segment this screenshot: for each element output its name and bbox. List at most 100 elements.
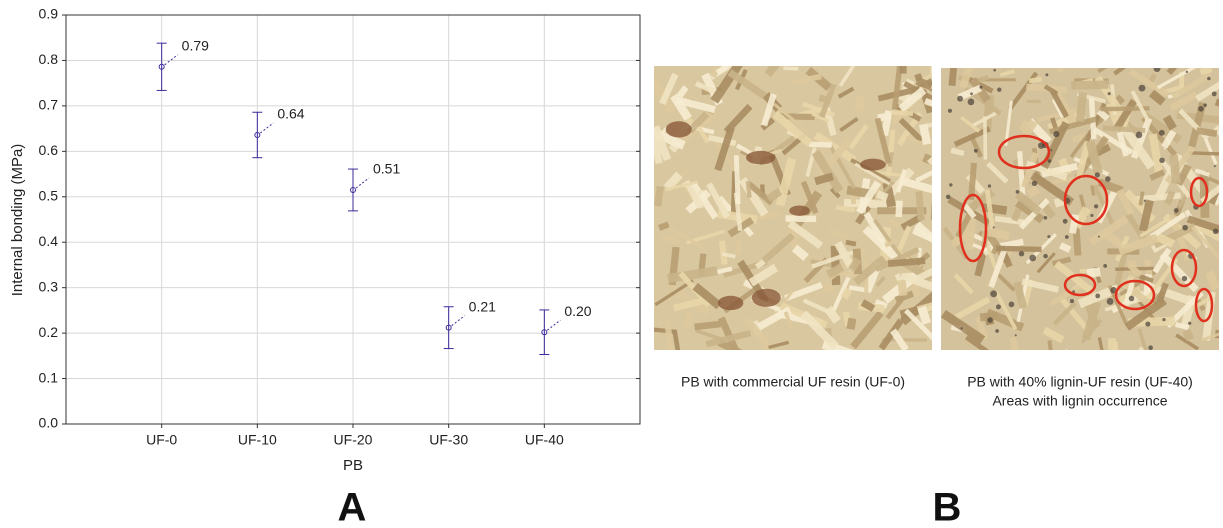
chip — [1100, 106, 1150, 112]
chip — [1014, 199, 1045, 224]
chip — [877, 84, 925, 102]
chip — [784, 282, 823, 302]
bark-spot — [665, 121, 692, 138]
chip — [1123, 281, 1135, 305]
bark-spot — [789, 205, 810, 216]
bark-spot — [860, 158, 886, 171]
lignin-spot — [1097, 235, 1100, 238]
chip — [1165, 84, 1185, 94]
chip — [974, 316, 989, 341]
chip — [654, 185, 665, 207]
chip — [1186, 215, 1219, 237]
chip — [829, 187, 841, 199]
chip — [1213, 125, 1219, 141]
chip — [901, 272, 912, 280]
photo-caption: Areas with lignin occurrence — [992, 393, 1167, 409]
chip — [1195, 127, 1218, 138]
chip — [912, 227, 932, 243]
chip — [715, 66, 730, 75]
lignin-spot — [1047, 159, 1052, 163]
lignin-spot — [1062, 218, 1068, 224]
chip — [968, 162, 977, 201]
chip — [845, 239, 857, 247]
chip — [819, 83, 837, 119]
chip — [915, 161, 932, 183]
chip — [773, 102, 809, 133]
chip — [1175, 333, 1200, 350]
y-tick-label: 0.0 — [39, 415, 59, 431]
value-label: 0.20 — [564, 303, 591, 319]
chip — [1127, 262, 1143, 278]
chip — [1102, 125, 1146, 134]
plot-frame — [65, 14, 641, 425]
chip — [960, 116, 981, 133]
chip — [745, 180, 752, 198]
chip — [1052, 301, 1077, 326]
chip — [994, 290, 1018, 331]
chip — [906, 273, 932, 294]
chip — [1085, 304, 1101, 329]
chip — [696, 125, 710, 144]
chip — [1021, 278, 1060, 293]
chip — [880, 181, 895, 196]
chip — [723, 103, 753, 134]
y-axis-label: Internal bonding (MPa) — [9, 144, 26, 297]
y-tick-label: 0.6 — [39, 142, 59, 158]
label-leader — [547, 319, 561, 331]
lignin-spot — [1047, 235, 1051, 239]
lignin-spot — [1018, 250, 1025, 257]
x-tick-label: UF-30 — [429, 432, 468, 448]
chip — [981, 226, 1010, 241]
photo — [941, 68, 1219, 369]
chip — [710, 66, 723, 79]
lignin-spot — [1029, 254, 1037, 262]
chip — [1057, 68, 1064, 73]
chip — [1188, 220, 1219, 244]
chip — [1168, 91, 1198, 112]
chip — [1050, 89, 1070, 119]
lignin-spot — [1143, 199, 1146, 202]
chip — [743, 316, 774, 350]
chip — [1097, 68, 1127, 74]
chip — [1177, 193, 1189, 209]
chip — [676, 85, 689, 99]
chip — [916, 294, 932, 315]
marker-ellipse — [1063, 174, 1109, 226]
chip — [1019, 351, 1037, 369]
chip — [1138, 191, 1145, 206]
chip — [1011, 208, 1022, 222]
chip — [1146, 282, 1197, 307]
lignin-spot — [1203, 103, 1207, 108]
chip — [764, 66, 795, 78]
chip — [897, 225, 912, 251]
chip — [1116, 188, 1135, 216]
chip — [727, 69, 767, 99]
chip — [1026, 185, 1041, 198]
chip — [1191, 226, 1219, 262]
chip — [654, 125, 672, 162]
chip — [888, 218, 900, 229]
chip — [1130, 90, 1150, 121]
lignin-spot — [995, 329, 999, 333]
chip — [1075, 141, 1091, 180]
chip — [1086, 267, 1101, 279]
chip — [785, 215, 817, 223]
lignin-spot — [1207, 76, 1211, 81]
chip — [899, 177, 932, 196]
x-tick-label: UF-20 — [334, 432, 373, 448]
value-label: 0.79 — [182, 38, 209, 54]
chip — [1117, 233, 1159, 256]
lignin-spot — [1014, 334, 1017, 337]
chip — [1085, 140, 1103, 175]
lignin-spot — [1145, 321, 1151, 327]
lignin-spot — [1069, 299, 1075, 304]
chip — [684, 311, 694, 328]
chip — [672, 329, 684, 350]
lignin-spot — [973, 148, 978, 153]
chip — [853, 255, 887, 286]
chip — [915, 76, 932, 91]
chip — [1042, 326, 1065, 344]
chip — [953, 126, 991, 147]
chip — [926, 149, 932, 166]
chip — [829, 271, 853, 316]
